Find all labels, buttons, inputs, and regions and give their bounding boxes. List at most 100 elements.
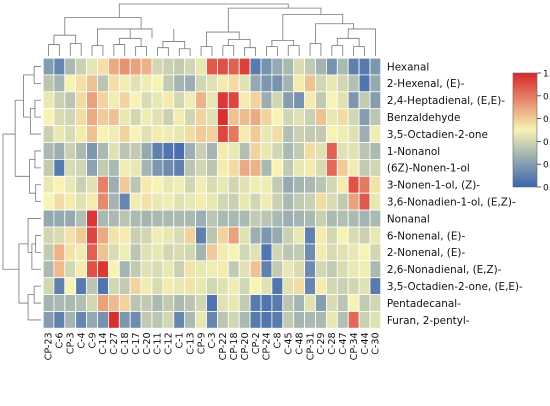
column-dendrogram-branch — [200, 46, 213, 56]
heatmap-cell — [64, 209, 77, 228]
heatmap-cell — [347, 125, 360, 143]
heatmap-cell — [75, 209, 87, 228]
heatmap-cell — [42, 260, 55, 279]
heatmap-cell — [42, 226, 55, 245]
heatmap-cell — [315, 243, 327, 262]
heatmap-cell — [325, 260, 338, 279]
heatmap-cell — [260, 294, 273, 312]
column-dendrogram-branch — [353, 46, 365, 56]
heatmap-cell — [195, 175, 207, 194]
heatmap-cell — [336, 294, 349, 312]
heatmap-cell — [173, 226, 186, 245]
column-dendrogram-branch — [287, 45, 300, 56]
heatmap-cell — [173, 175, 186, 194]
heatmap-cell — [315, 57, 327, 76]
heatmap-cell — [75, 192, 87, 211]
heatmap-cell — [195, 108, 207, 126]
heatmap-cell — [162, 277, 175, 296]
heatmap-cell — [238, 226, 251, 245]
row-dendrogram-branch — [14, 99, 30, 177]
heatmap-cell — [336, 91, 349, 110]
row-label: 1-Nonanol — [387, 146, 440, 158]
heatmap-cell — [347, 108, 360, 126]
heatmap-cell — [347, 74, 360, 93]
heatmap-cell — [216, 243, 229, 262]
heatmap-cell — [227, 209, 240, 228]
heatmap-cell — [271, 243, 284, 262]
column-label: C-18 — [120, 332, 131, 354]
heatmap-cell — [162, 209, 175, 228]
heatmap-cell — [86, 125, 98, 143]
column-labels: CP-23 C-6 CP-3 C-4 C-9 C-14 C-27 C-18 C-17 C-20 C-… — [44, 332, 382, 360]
row-label: 2-Nonenal, (E)- — [387, 247, 466, 259]
heatmap-cell — [108, 243, 120, 262]
heatmap-cell — [249, 209, 262, 228]
heatmap-cell — [347, 226, 360, 245]
heatmap-cell — [118, 158, 131, 177]
heatmap-cell — [315, 91, 327, 110]
heatmap-cell — [53, 108, 66, 126]
heatmap-cell — [75, 294, 87, 312]
heatmap-cell — [369, 125, 382, 143]
column-dendrogram-branch — [178, 48, 191, 56]
heatmap-cell — [42, 158, 55, 177]
heatmap-cell — [227, 158, 240, 177]
heatmap-cell — [358, 226, 371, 245]
heatmap-cell — [195, 192, 207, 211]
heatmap-cell — [118, 311, 131, 329]
heatmap-cell — [304, 294, 316, 312]
heatmap-cell — [369, 158, 382, 177]
heatmap-cell — [249, 158, 262, 177]
column-dendrogram-branch — [331, 45, 344, 56]
heatmap-cell — [216, 158, 229, 177]
column-dendrogram-branch — [206, 31, 240, 47]
heatmap-cell — [304, 226, 316, 245]
heatmap-cell — [369, 226, 382, 245]
heatmap-cell — [358, 175, 371, 194]
heatmap-cell — [140, 158, 153, 177]
heatmap-cell — [184, 175, 196, 194]
heatmap-cell — [238, 175, 251, 194]
heatmap-cell — [206, 243, 218, 262]
heatmap-cell — [282, 142, 295, 160]
heatmap-cell — [369, 57, 382, 76]
heatmap-cell — [358, 243, 371, 262]
colorbar-tick-label: 1.00 — [543, 70, 550, 80]
row-dendrogram-branch — [35, 235, 41, 253]
heatmap-cell — [86, 311, 98, 329]
heatmap-cell — [260, 175, 273, 194]
heatmap-cell — [325, 311, 338, 329]
heatmap-cell — [216, 277, 229, 296]
heatmap-cell — [271, 108, 284, 126]
row-dendrogram-branch — [34, 150, 41, 169]
heatmap-cell — [206, 57, 218, 76]
heatmap-cell — [315, 74, 327, 93]
heatmap-cell — [238, 277, 251, 296]
heatmap-cell — [369, 260, 382, 279]
heatmap-cell — [173, 74, 186, 93]
heatmap-cell — [129, 57, 142, 76]
heatmap-cell — [282, 74, 295, 93]
heatmap-cell — [315, 192, 327, 211]
heatmap-cell — [173, 142, 186, 160]
heatmap-cell — [238, 57, 251, 76]
column-dendrogram-branch — [309, 43, 322, 56]
heatmap-cell — [271, 175, 284, 194]
column-dendrogram-branch — [97, 28, 153, 46]
row-label: 2-Hexenal, (E)- — [387, 78, 465, 90]
heatmap-cell — [108, 192, 120, 211]
heatmap-cell — [53, 74, 66, 93]
heatmap-cell — [216, 91, 229, 110]
row-label: Furan, 2-pentyl- — [387, 315, 470, 327]
heatmap-cell — [206, 260, 218, 279]
heatmap-cell — [260, 226, 273, 245]
heatmap-cell — [216, 209, 229, 228]
colorbar-ticks: 1.00 0.80 0.60 0.40 0.20 0.00 — [537, 70, 550, 194]
heatmap-cell — [260, 142, 273, 160]
heatmap-cell — [358, 74, 371, 93]
heatmap-cell — [53, 260, 66, 279]
heatmap-cell — [97, 209, 109, 228]
row-label: 3-Nonen-1-ol, (Z)- — [387, 180, 480, 192]
heatmap-cell — [260, 57, 273, 76]
